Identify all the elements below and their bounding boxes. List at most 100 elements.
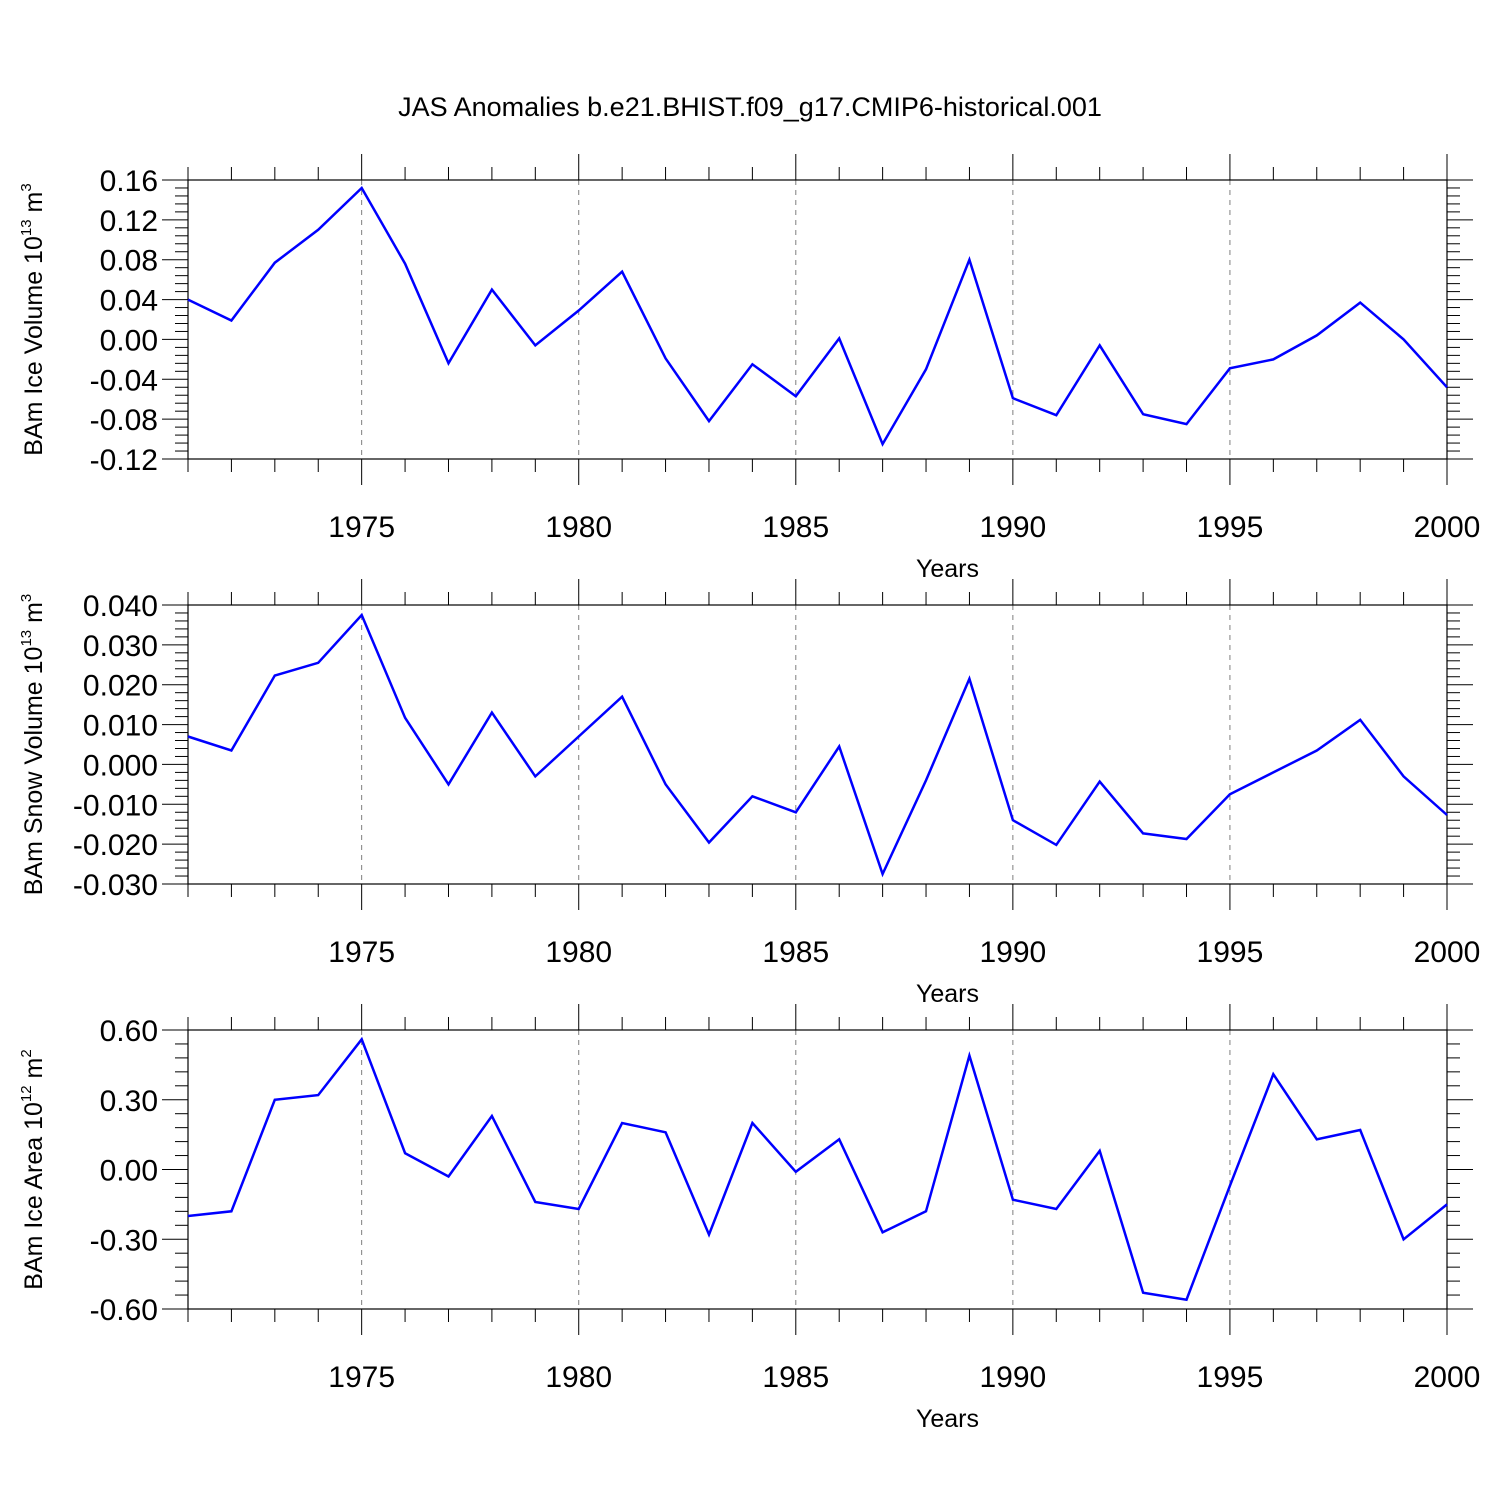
data-point [532, 773, 538, 779]
chart-title: JAS Anomalies b.e21.BHIST.f09_g17.CMIP6-… [398, 92, 1102, 122]
y-tick-label: 0.60 [100, 1015, 158, 1048]
x-tick-label: 2000 [1414, 936, 1481, 969]
data-point [185, 1213, 191, 1219]
data-point [923, 1208, 929, 1214]
data-point [1401, 773, 1407, 779]
data-point [1227, 791, 1233, 797]
y-tick-label: -0.020 [73, 829, 158, 862]
data-point [836, 1136, 842, 1142]
y-tick-label: -0.60 [90, 1294, 158, 1327]
data-point [445, 360, 451, 366]
y-tick-label: 0.00 [100, 1155, 158, 1188]
plot-frame [187, 604, 1448, 885]
data-point [402, 715, 408, 721]
data-point [663, 355, 669, 361]
data-point [1227, 1183, 1233, 1189]
data-point [272, 260, 278, 266]
y-tick-label: -0.010 [73, 789, 158, 822]
data-point [1184, 421, 1190, 427]
data-point [706, 418, 712, 424]
x-tick-label: 2000 [1414, 1361, 1481, 1394]
plot-frame [187, 179, 1448, 460]
data-point [185, 297, 191, 303]
data-point [1184, 836, 1190, 842]
x-tick-label: 1975 [328, 511, 395, 544]
x-tick-label: 1980 [545, 936, 612, 969]
data-point [315, 1092, 321, 1098]
data-point [880, 1229, 886, 1235]
series-line [187, 612, 1448, 878]
data-point [402, 261, 408, 267]
data-point [706, 840, 712, 846]
x-axis-label: Years [916, 980, 979, 1008]
data-point [1097, 1148, 1103, 1154]
data-point [1184, 1297, 1190, 1303]
y-tick-label: -0.30 [90, 1224, 158, 1257]
y-tick-label: 0.04 [100, 285, 158, 318]
x-tick-label: 1985 [762, 936, 829, 969]
data-point [1140, 411, 1146, 417]
y-axis-label-base: BAm Snow Volume 10 [20, 647, 48, 896]
data-point [402, 1150, 408, 1156]
x-tick-label: 1980 [545, 511, 612, 544]
data-point [880, 441, 886, 447]
data-point [619, 269, 625, 275]
x-tick-label: 1990 [979, 511, 1046, 544]
y-axis-label: BAm Ice Area 1012 m2 [18, 1049, 48, 1289]
y-axis-label: BAm Snow Volume 1013 m3 [18, 594, 48, 896]
data-point [793, 393, 799, 399]
data-point [793, 1169, 799, 1175]
data-point [576, 734, 582, 740]
data-point [228, 317, 234, 323]
data-point [1053, 842, 1059, 848]
x-tick-label: 1990 [979, 936, 1046, 969]
y-axis-label-base: BAm Ice Area 10 [20, 1102, 48, 1290]
data-point [1314, 1136, 1320, 1142]
data-point [359, 612, 365, 618]
data-point [749, 1120, 755, 1126]
data-point [663, 781, 669, 787]
panel-1: 1975 1980 1985 1990 1995 2000 -0.12 -0.08 -0.04 0… [18, 154, 1480, 583]
data-point [489, 1113, 495, 1119]
x-tick-label: 1975 [328, 936, 395, 969]
data-point [1314, 747, 1320, 753]
y-axis-label-exponent: 12 [18, 1085, 35, 1102]
data-point [576, 308, 582, 314]
data-point [489, 287, 495, 293]
data-point [1270, 356, 1276, 362]
x-tick-label: 2000 [1414, 511, 1481, 544]
data-point [1227, 365, 1233, 371]
data-point [663, 1129, 669, 1135]
y-tick-label: 0.030 [83, 630, 158, 663]
data-point [359, 185, 365, 191]
data-point [793, 809, 799, 815]
data-point [1444, 812, 1450, 818]
data-point [923, 366, 929, 372]
x-axis-label: Years [916, 1405, 979, 1433]
data-point [749, 361, 755, 367]
data-point [1010, 1197, 1016, 1203]
data-point [532, 342, 538, 348]
data-point [966, 1053, 972, 1059]
x-axis-label: Years [916, 555, 979, 583]
data-point [966, 257, 972, 263]
data-point [749, 793, 755, 799]
data-point [228, 747, 234, 753]
data-point [532, 1199, 538, 1205]
x-tick-label: 1975 [328, 1361, 395, 1394]
data-point [619, 1120, 625, 1126]
y-axis-label-exponent: 13 [18, 630, 35, 647]
data-point [1010, 395, 1016, 401]
x-tick-label: 1985 [762, 511, 829, 544]
y-tick-label: -0.08 [90, 404, 158, 437]
data-point [923, 777, 929, 783]
y-tick-label: 0.12 [100, 205, 158, 238]
series-line [187, 185, 1448, 447]
y-axis-label-base: BAm Ice Volume 10 [20, 236, 48, 456]
data-point [1097, 342, 1103, 348]
data-point [315, 227, 321, 233]
data-point [1097, 779, 1103, 785]
x-tick-label: 1995 [1197, 1361, 1264, 1394]
data-point [1401, 336, 1407, 342]
data-point [1314, 332, 1320, 338]
